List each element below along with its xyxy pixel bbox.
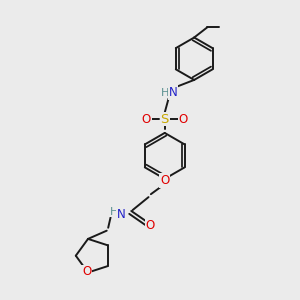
Text: O: O bbox=[146, 219, 154, 232]
Text: O: O bbox=[160, 174, 169, 187]
Text: N: N bbox=[169, 86, 177, 99]
Text: O: O bbox=[82, 266, 91, 278]
Text: N: N bbox=[116, 208, 125, 221]
Text: O: O bbox=[178, 112, 188, 126]
Text: O: O bbox=[142, 112, 151, 126]
Text: H: H bbox=[110, 207, 118, 217]
Text: H: H bbox=[160, 88, 169, 98]
Text: S: S bbox=[160, 112, 169, 126]
